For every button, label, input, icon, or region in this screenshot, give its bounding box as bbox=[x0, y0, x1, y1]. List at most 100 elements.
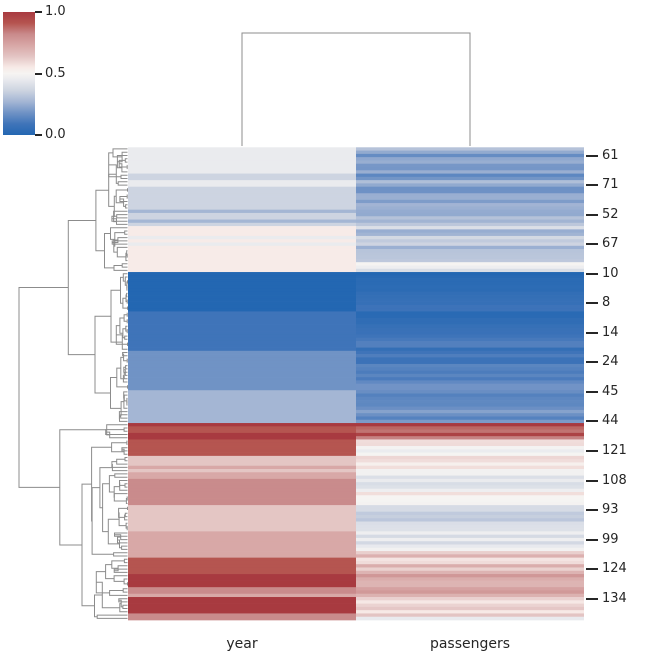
dendrogram-link bbox=[122, 588, 128, 593]
heatmap-cell-passengers bbox=[356, 209, 584, 214]
heatmap-cell-year bbox=[128, 308, 356, 312]
heatmap bbox=[128, 147, 584, 621]
heatmap-cell-passengers bbox=[356, 235, 584, 240]
heatmap-cell-passengers bbox=[356, 488, 584, 493]
heatmap-cell-passengers bbox=[356, 429, 584, 434]
heatmap-cell-passengers bbox=[356, 311, 584, 316]
dendrogram-link bbox=[81, 483, 95, 607]
heatmap-cell-year bbox=[128, 606, 356, 611]
heatmap-cell-passengers bbox=[356, 419, 584, 424]
dendrogram-link bbox=[99, 467, 113, 509]
heatmap-cell-passengers bbox=[356, 383, 584, 388]
heatmap-cell-year bbox=[128, 298, 356, 302]
heatmap-cell-year bbox=[128, 567, 356, 572]
dendrogram-link bbox=[125, 204, 128, 209]
heatmap-cell-passengers bbox=[356, 554, 584, 558]
heatmap-cell-passengers bbox=[356, 590, 584, 595]
heatmap-cell-passengers bbox=[356, 298, 584, 302]
heatmap-cell-passengers bbox=[356, 318, 584, 322]
heatmap-cell-passengers bbox=[356, 455, 584, 460]
heatmap-cell-year bbox=[128, 409, 356, 414]
heatmap-cell-year bbox=[128, 413, 356, 417]
heatmap-cell-passengers bbox=[356, 193, 584, 197]
heatmap-cell-year bbox=[128, 318, 356, 322]
heatmap-cell-passengers bbox=[356, 564, 584, 568]
dendrogram-link bbox=[94, 594, 103, 618]
heatmap-cell-passengers bbox=[356, 524, 584, 529]
heatmap-cell-year bbox=[128, 229, 356, 233]
heatmap-cell-year bbox=[128, 590, 356, 595]
heatmap-cell-passengers bbox=[356, 413, 584, 417]
heatmap-cell-year bbox=[128, 367, 356, 371]
y-tick-mark bbox=[586, 361, 598, 364]
colorbar-tick-label: 1.0 bbox=[45, 4, 66, 19]
heatmap-cell-passengers bbox=[356, 452, 584, 457]
heatmap-cell-year bbox=[128, 531, 356, 535]
colorbar-tick-mark bbox=[35, 134, 42, 136]
heatmap-cell-passengers bbox=[356, 255, 584, 260]
heatmap-cell-year bbox=[128, 580, 356, 585]
y-tick-label: 124 bbox=[602, 561, 627, 577]
heatmap-cell-passengers bbox=[356, 403, 584, 407]
heatmap-cell-passengers bbox=[356, 511, 584, 516]
heatmap-cell-passengers bbox=[356, 534, 584, 539]
heatmap-cell-passengers bbox=[356, 245, 584, 250]
heatmap-cell-year bbox=[128, 501, 356, 506]
heatmap-cell-year bbox=[128, 347, 356, 352]
heatmap-cell-year bbox=[128, 508, 356, 513]
heatmap-cell-passengers bbox=[356, 212, 584, 217]
heatmap-cell-year bbox=[128, 370, 356, 375]
heatmap-cell-passengers bbox=[356, 557, 584, 562]
dendrogram-link bbox=[119, 480, 128, 486]
heatmap-cell-year bbox=[128, 574, 356, 578]
colorbar-tick-label: 0.0 bbox=[45, 127, 66, 142]
y-tick-label: 67 bbox=[602, 236, 619, 252]
heatmap-cell-passengers bbox=[356, 150, 584, 155]
heatmap-cell-passengers bbox=[356, 239, 584, 243]
x-label-passengers: passengers bbox=[429, 636, 511, 652]
heatmap-cell-passengers bbox=[356, 216, 584, 220]
heatmap-cell-passengers bbox=[356, 295, 584, 299]
heatmap-cell-year bbox=[128, 442, 356, 447]
heatmap-cell-passengers bbox=[356, 475, 584, 480]
heatmap-cell-year bbox=[128, 163, 356, 168]
heatmap-cell-year bbox=[128, 462, 356, 467]
heatmap-cell-year bbox=[128, 488, 356, 493]
heatmap-cell-year bbox=[128, 203, 356, 207]
heatmap-cell-year bbox=[128, 541, 356, 545]
dendrogram-link bbox=[113, 552, 128, 557]
heatmap-cell-year bbox=[128, 334, 356, 339]
heatmap-cell-passengers bbox=[356, 616, 584, 621]
heatmap-cell-passengers bbox=[356, 301, 584, 306]
heatmap-cell-passengers bbox=[356, 249, 584, 253]
heatmap-cell-year bbox=[128, 416, 356, 421]
heatmap-cell-passengers bbox=[356, 501, 584, 506]
dendrogram-link bbox=[124, 514, 128, 521]
heatmap-cell-passengers bbox=[356, 432, 584, 437]
heatmap-cell-passengers bbox=[356, 180, 584, 184]
heatmap-cell-passengers bbox=[356, 613, 584, 618]
heatmap-cell-year bbox=[128, 560, 356, 565]
heatmap-cell-year bbox=[128, 281, 356, 286]
heatmap-cell-year bbox=[128, 554, 356, 558]
y-tick-label: 52 bbox=[602, 206, 619, 222]
heatmap-cell-passengers bbox=[356, 262, 584, 266]
heatmap-cell-passengers bbox=[356, 147, 584, 151]
heatmap-cell-passengers bbox=[356, 340, 584, 345]
dendrogram-link bbox=[124, 457, 128, 462]
heatmap-cell-year bbox=[128, 390, 356, 394]
heatmap-cell-passengers bbox=[356, 597, 584, 601]
y-tick-label: 8 bbox=[602, 295, 611, 311]
heatmap-cell-passengers bbox=[356, 189, 584, 194]
dendrogram-link bbox=[125, 365, 128, 370]
dendrogram-link bbox=[105, 564, 115, 580]
heatmap-cell-year bbox=[128, 393, 356, 398]
heatmap-cell-year bbox=[128, 505, 356, 509]
dendrogram-link bbox=[116, 214, 128, 219]
heatmap-cell-year bbox=[128, 258, 356, 263]
y-tick-mark bbox=[586, 568, 598, 571]
heatmap-cell-year bbox=[128, 291, 356, 296]
heatmap-cell-year bbox=[128, 449, 356, 453]
heatmap-cell-passengers bbox=[356, 288, 584, 293]
